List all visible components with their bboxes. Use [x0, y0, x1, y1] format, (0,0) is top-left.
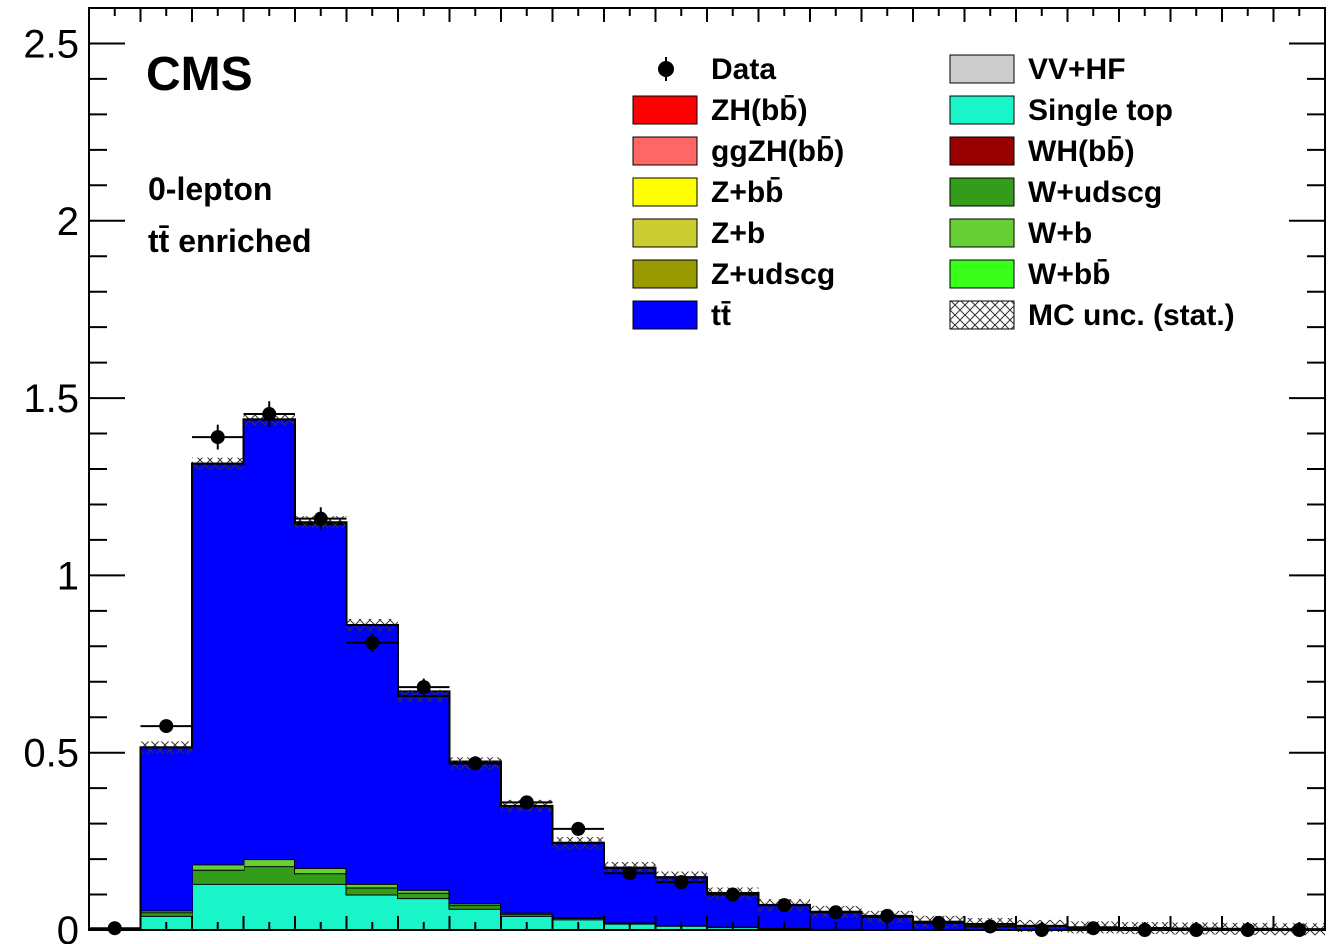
- legend-label: W+udscg: [1028, 176, 1162, 209]
- legend-label: W+bb̄: [1028, 258, 1111, 291]
- bar-w-b: [192, 864, 244, 870]
- data-point: [674, 875, 689, 890]
- bar-tt: [346, 625, 399, 884]
- legend-swatch: [632, 300, 698, 330]
- legend-swatch: [949, 300, 1015, 330]
- region-label: tt̄ enriched: [148, 223, 312, 259]
- legend-label: tt̄: [711, 299, 731, 332]
- data-point: [571, 821, 586, 836]
- legend-swatch: [949, 95, 1015, 125]
- bar-w-udscg: [449, 905, 502, 909]
- legend-swatch: [949, 218, 1015, 248]
- legend-swatch: [632, 136, 698, 166]
- bar-w-udscg: [140, 912, 193, 916]
- bar-w-udscg: [192, 869, 244, 884]
- y-tick-label: 1.5: [23, 377, 79, 421]
- data-point: [262, 407, 277, 422]
- cms-label: CMS: [146, 48, 253, 101]
- axes-frame: [88, 7, 1326, 931]
- legend-swatch: [632, 259, 698, 289]
- y-tick-label: 2: [57, 200, 79, 244]
- data-point: [210, 430, 225, 445]
- data-point: [880, 908, 895, 923]
- legend-label: VV+HF: [1028, 53, 1126, 86]
- data-point: [159, 719, 174, 734]
- legend-swatch: [632, 95, 698, 125]
- y-tick-label: 2.5: [23, 22, 79, 66]
- y-tick-labels: 0 0.5 1 1.5 2 2.5: [23, 22, 79, 944]
- data-point: [313, 511, 328, 526]
- legend-label: Z+udscg: [711, 258, 835, 291]
- legend-swatch: [949, 259, 1015, 289]
- legend-swatch: [632, 177, 698, 207]
- legend-label: W+b: [1028, 217, 1092, 250]
- data-point: [416, 680, 431, 695]
- data-point: [365, 635, 380, 650]
- bar-w-udscg: [398, 892, 450, 899]
- bar-tt: [243, 419, 296, 860]
- data-point: [828, 905, 843, 920]
- legend-swatch: [949, 177, 1015, 207]
- bar-w-b: [398, 889, 450, 893]
- bar-tt: [295, 523, 347, 868]
- bar-tt: [552, 842, 605, 918]
- legend-label: MC unc. (stat.): [1028, 299, 1235, 332]
- legend-marker: [658, 61, 674, 77]
- bar-single-top: [449, 908, 502, 930]
- bar-w-udscg: [243, 866, 296, 884]
- data-point: [468, 756, 483, 771]
- legend-swatch: [949, 136, 1015, 166]
- data-point: [622, 866, 637, 881]
- y-tick-label: 0.5: [23, 732, 79, 776]
- bar-w-udscg: [295, 873, 347, 884]
- bar-tt: [449, 761, 502, 904]
- bar-tt: [140, 747, 193, 911]
- bar-tt: [192, 463, 244, 865]
- legend-label: Z+bb̄: [711, 176, 784, 209]
- bar-w-b: [243, 859, 296, 867]
- bar-tt: [398, 691, 450, 890]
- y-tick-label: 1: [57, 554, 79, 598]
- bar-w-b: [346, 883, 399, 888]
- legend-swatch: [632, 218, 698, 248]
- bar-w-udscg: [346, 887, 399, 895]
- legend-swatch: [949, 54, 1015, 84]
- legend-label: Z+b: [711, 217, 765, 250]
- data-point: [725, 887, 740, 902]
- data-point: [519, 795, 534, 810]
- channel-label: 0-lepton: [148, 171, 272, 207]
- legend-label: Single top: [1028, 94, 1173, 127]
- bar-w-udscg: [501, 913, 553, 916]
- mc-stack-layer: [89, 418, 1326, 931]
- legend-label: WH(bb̄): [1028, 135, 1135, 168]
- data-points-layer: [89, 401, 1325, 937]
- bar-w-b: [295, 867, 347, 874]
- data-point: [777, 898, 792, 913]
- legend-label: ZH(bb̄): [711, 94, 808, 127]
- bar-tt: [501, 806, 553, 913]
- legend-label: Data: [711, 53, 776, 86]
- legend-label: ggZH(bb̄): [711, 135, 844, 168]
- legend: Data VV+HF ZH(bb̄) Single top ggZH(bb̄) WH(bb…: [632, 53, 1235, 332]
- y-tick-label: 0: [57, 909, 79, 944]
